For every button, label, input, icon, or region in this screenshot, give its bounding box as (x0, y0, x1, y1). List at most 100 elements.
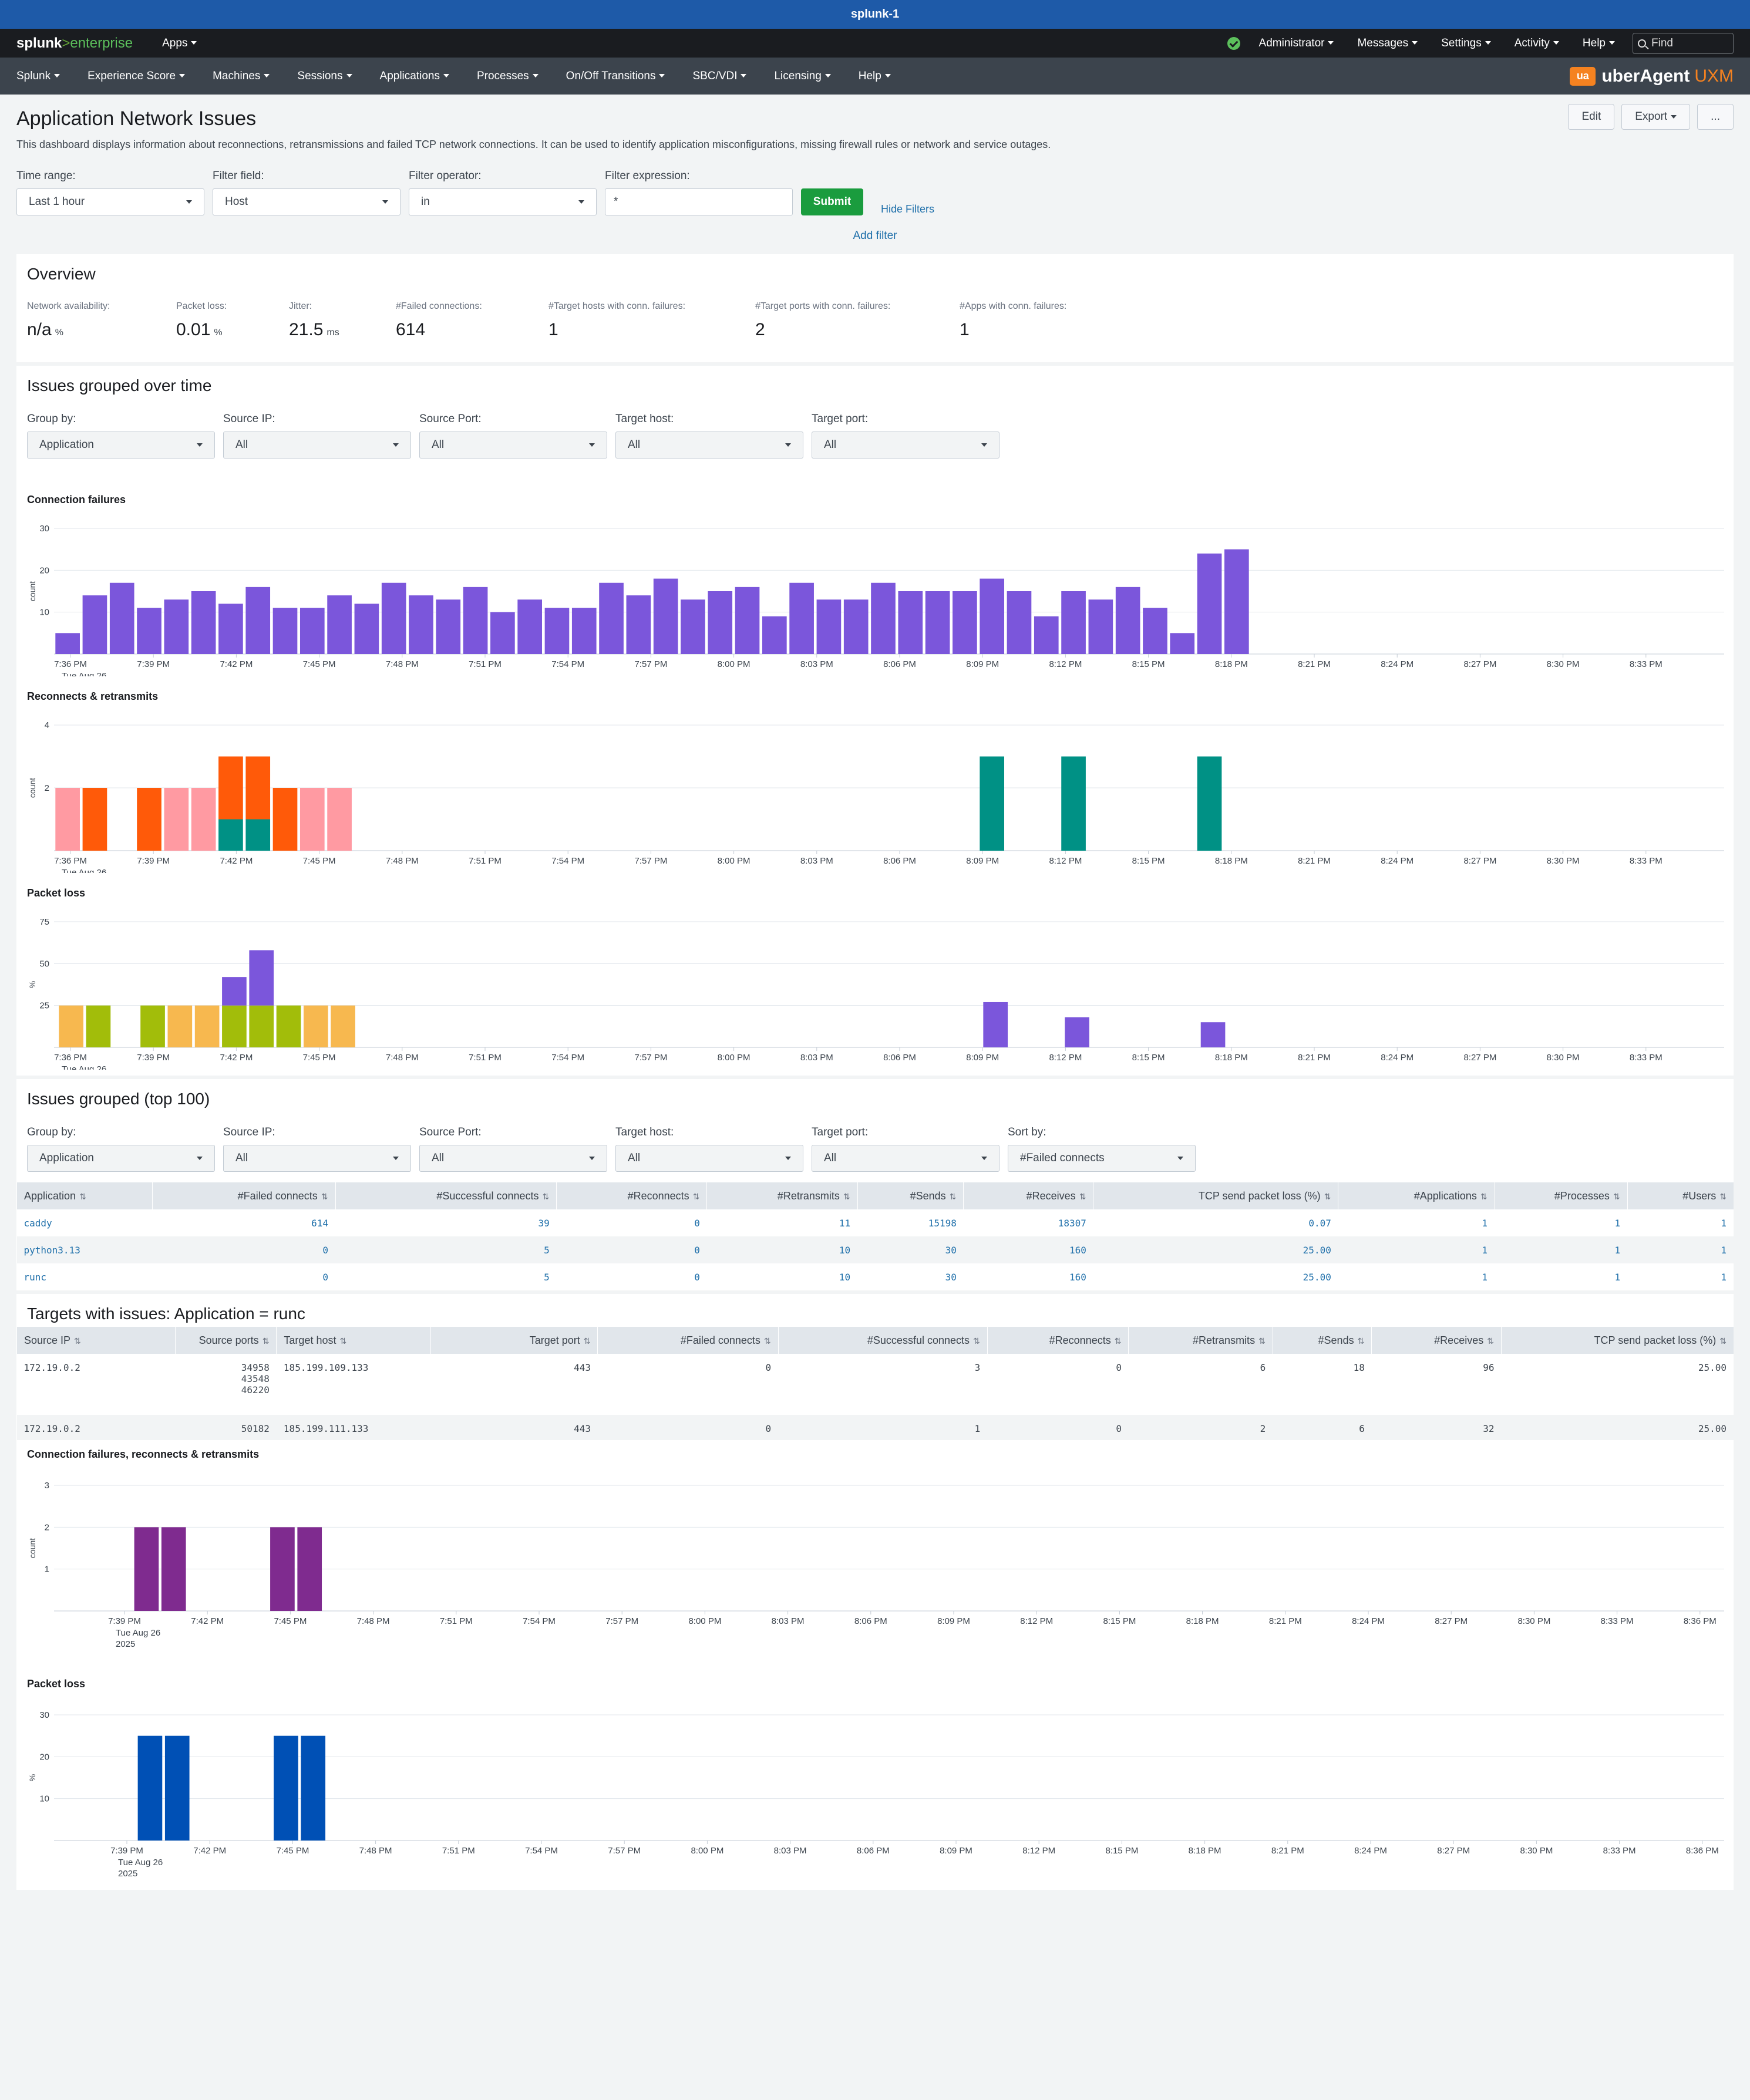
table-cell[interactable]: 1 (1482, 1217, 1488, 1229)
column-header[interactable]: Target host ⇅ (276, 1327, 431, 1354)
table-cell[interactable]: 160 (963, 1236, 1093, 1263)
column-header[interactable]: #Receives ⇅ (1371, 1327, 1502, 1354)
table-cell[interactable]: 0 (694, 1217, 700, 1229)
table-cell[interactable]: 1 (1627, 1236, 1734, 1263)
filter-dropdown[interactable]: All (419, 432, 607, 459)
table-cell[interactable]: 160 (1069, 1271, 1086, 1283)
column-header[interactable]: TCP send packet loss (%) ⇅ (1093, 1182, 1338, 1209)
nav-licensing[interactable]: Licensing (774, 70, 831, 83)
health-ok-icon[interactable] (1227, 36, 1240, 50)
filter-dropdown[interactable]: All (812, 1145, 999, 1172)
column-header[interactable]: #Receives ⇅ (963, 1182, 1093, 1209)
column-header[interactable]: #Reconnects ⇅ (556, 1182, 707, 1209)
table-cell[interactable]: 1 (1721, 1271, 1727, 1283)
filter-dropdown[interactable]: All (419, 1145, 607, 1172)
filter-dropdown[interactable]: Application (27, 432, 215, 459)
table-cell[interactable]: 1 (1495, 1236, 1628, 1263)
table-cell[interactable]: caddy (23, 1217, 52, 1229)
column-header[interactable]: #Retransmits ⇅ (1128, 1327, 1273, 1354)
table-cell[interactable]: 0 (694, 1271, 700, 1283)
splunk-logo[interactable]: splunk>enterprise (16, 35, 133, 51)
column-header[interactable]: #Failed connects ⇅ (152, 1182, 335, 1209)
table-cell[interactable]: 0.07 (1308, 1217, 1331, 1229)
table-cell[interactable]: runc (23, 1271, 47, 1283)
filter-field-dropdown[interactable]: Host (213, 188, 401, 215)
column-header[interactable]: TCP send packet loss (%) ⇅ (1500, 1327, 1734, 1354)
nav-on-off-transitions[interactable]: On/Off Transitions (566, 70, 665, 83)
nav-help[interactable]: Help (859, 70, 891, 83)
filter-operator-dropdown[interactable]: in (409, 188, 597, 215)
filter-expression-input[interactable]: * (605, 188, 793, 215)
table-cell[interactable]: 30 (945, 1271, 957, 1283)
x-tick-label: 8:27 PM (1435, 1616, 1468, 1626)
table-cell[interactable]: 39 (538, 1217, 550, 1229)
column-header[interactable]: #Users ⇅ (1627, 1182, 1734, 1209)
filter-dropdown[interactable]: All (615, 432, 803, 459)
column-header[interactable]: Source ports ⇅ (175, 1327, 277, 1354)
filter-dropdown[interactable]: All (615, 1145, 803, 1172)
help-menu[interactable]: Help (1583, 37, 1615, 50)
x-tick-label: 8:09 PM (937, 1616, 970, 1626)
filter-dropdown[interactable]: All (812, 432, 999, 459)
edit-button[interactable]: Edit (1568, 104, 1615, 130)
y-tick-label: 30 (39, 1710, 49, 1720)
column-header[interactable]: Source IP ⇅ (16, 1327, 176, 1354)
table-cell[interactable]: 0 (322, 1271, 328, 1283)
table-cell[interactable]: 10 (839, 1271, 851, 1283)
more-button[interactable]: ... (1697, 104, 1734, 130)
x-tick-label: 8:15 PM (1105, 1846, 1138, 1856)
administrator-menu[interactable]: Administrator (1259, 37, 1334, 50)
column-header[interactable]: #Applications ⇅ (1338, 1182, 1495, 1209)
table-cell[interactable]: python3.13 (16, 1236, 153, 1263)
find-input[interactable]: Find (1633, 32, 1734, 54)
activity-menu[interactable]: Activity (1515, 37, 1559, 50)
filter-dropdown[interactable]: #Failed connects (1008, 1145, 1196, 1172)
column-header[interactable]: #Successful connects ⇅ (778, 1327, 988, 1354)
table-cell[interactable]: 30 (857, 1236, 964, 1263)
table-cell[interactable]: 1 (1482, 1271, 1488, 1283)
column-header[interactable]: #Retransmits ⇅ (706, 1182, 858, 1209)
table-cell[interactable]: 10 (706, 1236, 858, 1263)
table-cell[interactable]: 18307 (1058, 1217, 1086, 1229)
settings-menu[interactable]: Settings (1441, 37, 1491, 50)
column-header[interactable]: #Failed connects ⇅ (597, 1327, 779, 1354)
table-cell[interactable]: 5 (335, 1236, 557, 1263)
table-cell[interactable]: 1 (1721, 1217, 1727, 1229)
time-range-dropdown[interactable]: Last 1 hour (16, 188, 204, 215)
table-cell[interactable]: 0 (556, 1236, 707, 1263)
submit-button[interactable]: Submit (801, 188, 863, 215)
table-cell[interactable]: 25.00 (1303, 1271, 1331, 1283)
nav-experience-score[interactable]: Experience Score (88, 70, 186, 83)
nav-splunk[interactable]: Splunk (16, 70, 60, 83)
table-cell[interactable]: 25.00 (1093, 1236, 1338, 1263)
column-header[interactable]: #Successful connects ⇅ (335, 1182, 557, 1209)
filter-dropdown[interactable]: Application (27, 1145, 215, 1172)
column-header[interactable]: #Processes ⇅ (1494, 1182, 1628, 1209)
add-filter-link[interactable]: Add filter (853, 230, 897, 242)
column-header[interactable]: #Sends ⇅ (1272, 1327, 1372, 1354)
column-header[interactable]: #Reconnects ⇅ (987, 1327, 1129, 1354)
filter-dropdown[interactable]: All (223, 1145, 411, 1172)
table-cell[interactable]: 1 (1614, 1271, 1621, 1283)
table-cell[interactable]: 5 (544, 1271, 550, 1283)
table-cell[interactable]: 15198 (928, 1217, 957, 1229)
nav-machines[interactable]: Machines (213, 70, 270, 83)
table-cell[interactable]: 11 (839, 1217, 851, 1229)
column-header[interactable]: Target port ⇅ (430, 1327, 598, 1354)
table-cell[interactable]: 0 (152, 1236, 335, 1263)
table-cell[interactable]: 1 (1338, 1236, 1495, 1263)
nav-processes[interactable]: Processes (477, 70, 539, 83)
apps-menu[interactable]: Apps (162, 37, 197, 50)
nav-sessions[interactable]: Sessions (297, 70, 352, 83)
nav-applications[interactable]: Applications (380, 70, 449, 83)
column-header[interactable]: Application ⇅ (16, 1182, 153, 1209)
messages-menu[interactable]: Messages (1357, 37, 1418, 50)
filter-dropdown[interactable]: All (223, 432, 411, 459)
table-cell[interactable]: 614 (311, 1217, 328, 1229)
nav-sbc-vdi[interactable]: SBC/VDI (692, 70, 747, 83)
hide-filters-link[interactable]: Hide Filters (881, 203, 935, 215)
column-header[interactable]: #Sends ⇅ (857, 1182, 964, 1209)
sort-icon: ⇅ (583, 1336, 591, 1346)
table-cell[interactable]: 1 (1614, 1217, 1621, 1229)
export-button[interactable]: Export (1621, 104, 1691, 130)
